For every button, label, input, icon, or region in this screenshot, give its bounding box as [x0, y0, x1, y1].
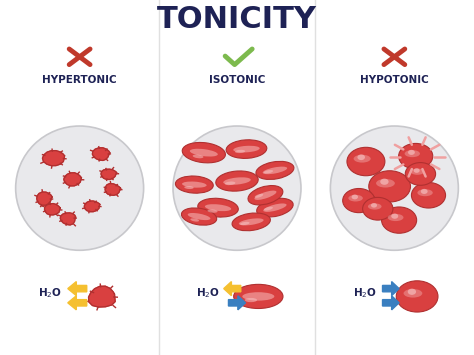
Ellipse shape — [226, 140, 267, 158]
Ellipse shape — [256, 162, 294, 179]
Ellipse shape — [216, 171, 258, 191]
Ellipse shape — [257, 198, 293, 217]
Circle shape — [382, 207, 417, 233]
Circle shape — [369, 171, 410, 202]
FancyArrow shape — [68, 296, 87, 310]
Ellipse shape — [242, 292, 274, 301]
Circle shape — [352, 195, 358, 200]
Ellipse shape — [368, 203, 382, 209]
Polygon shape — [89, 286, 115, 307]
FancyArrow shape — [68, 282, 87, 296]
Circle shape — [391, 213, 398, 219]
Polygon shape — [101, 169, 117, 180]
Polygon shape — [92, 148, 109, 160]
Ellipse shape — [403, 289, 422, 297]
Ellipse shape — [175, 176, 213, 193]
Text: ISOTONIC: ISOTONIC — [209, 75, 265, 85]
Ellipse shape — [239, 218, 264, 225]
Text: HYPERTONIC: HYPERTONIC — [42, 75, 117, 85]
Circle shape — [399, 143, 433, 169]
FancyArrow shape — [383, 282, 399, 296]
Polygon shape — [60, 213, 75, 225]
Ellipse shape — [330, 126, 458, 250]
Ellipse shape — [205, 204, 231, 211]
Ellipse shape — [173, 126, 301, 250]
Circle shape — [405, 163, 436, 185]
Ellipse shape — [410, 169, 424, 175]
Ellipse shape — [184, 186, 194, 189]
Ellipse shape — [235, 150, 245, 153]
Circle shape — [414, 168, 419, 173]
Polygon shape — [37, 192, 52, 205]
Ellipse shape — [348, 195, 363, 202]
Ellipse shape — [388, 214, 403, 221]
Circle shape — [371, 203, 377, 208]
Ellipse shape — [255, 194, 263, 198]
Polygon shape — [43, 151, 64, 165]
Ellipse shape — [233, 146, 260, 152]
Circle shape — [408, 150, 415, 155]
Ellipse shape — [182, 208, 217, 225]
Circle shape — [343, 189, 375, 213]
FancyArrow shape — [224, 282, 241, 296]
Text: HYPOTONIC: HYPOTONIC — [360, 75, 429, 85]
Ellipse shape — [245, 298, 257, 302]
Circle shape — [380, 179, 389, 185]
Text: H$_2$O: H$_2$O — [38, 287, 62, 300]
Polygon shape — [64, 173, 82, 186]
Ellipse shape — [240, 222, 250, 225]
Ellipse shape — [193, 154, 203, 158]
Ellipse shape — [234, 284, 283, 308]
Ellipse shape — [354, 155, 371, 163]
Text: TONICITY: TONICITY — [157, 5, 317, 34]
Ellipse shape — [264, 207, 273, 211]
FancyArrow shape — [228, 296, 246, 310]
Polygon shape — [84, 201, 100, 212]
Ellipse shape — [232, 213, 270, 231]
Text: H$_2$O: H$_2$O — [196, 287, 219, 300]
Circle shape — [347, 147, 385, 176]
Ellipse shape — [376, 179, 395, 187]
Ellipse shape — [263, 166, 287, 174]
Circle shape — [421, 189, 428, 194]
Ellipse shape — [263, 203, 287, 212]
Circle shape — [363, 197, 393, 220]
Ellipse shape — [225, 181, 236, 185]
Ellipse shape — [191, 218, 199, 222]
Ellipse shape — [198, 198, 238, 217]
Text: H$_2$O: H$_2$O — [353, 287, 377, 300]
Ellipse shape — [190, 149, 218, 157]
Circle shape — [357, 154, 365, 160]
Polygon shape — [105, 184, 120, 195]
Ellipse shape — [264, 170, 273, 174]
Ellipse shape — [182, 181, 207, 188]
Circle shape — [396, 281, 438, 312]
FancyArrow shape — [383, 296, 399, 310]
Polygon shape — [45, 203, 60, 215]
Ellipse shape — [223, 177, 251, 185]
Ellipse shape — [188, 213, 210, 220]
Ellipse shape — [248, 186, 283, 205]
Ellipse shape — [208, 209, 218, 213]
Ellipse shape — [182, 142, 226, 163]
Ellipse shape — [418, 189, 433, 196]
Ellipse shape — [255, 191, 276, 200]
Circle shape — [408, 289, 416, 295]
Ellipse shape — [405, 150, 420, 157]
Circle shape — [411, 182, 446, 208]
Ellipse shape — [16, 126, 144, 250]
